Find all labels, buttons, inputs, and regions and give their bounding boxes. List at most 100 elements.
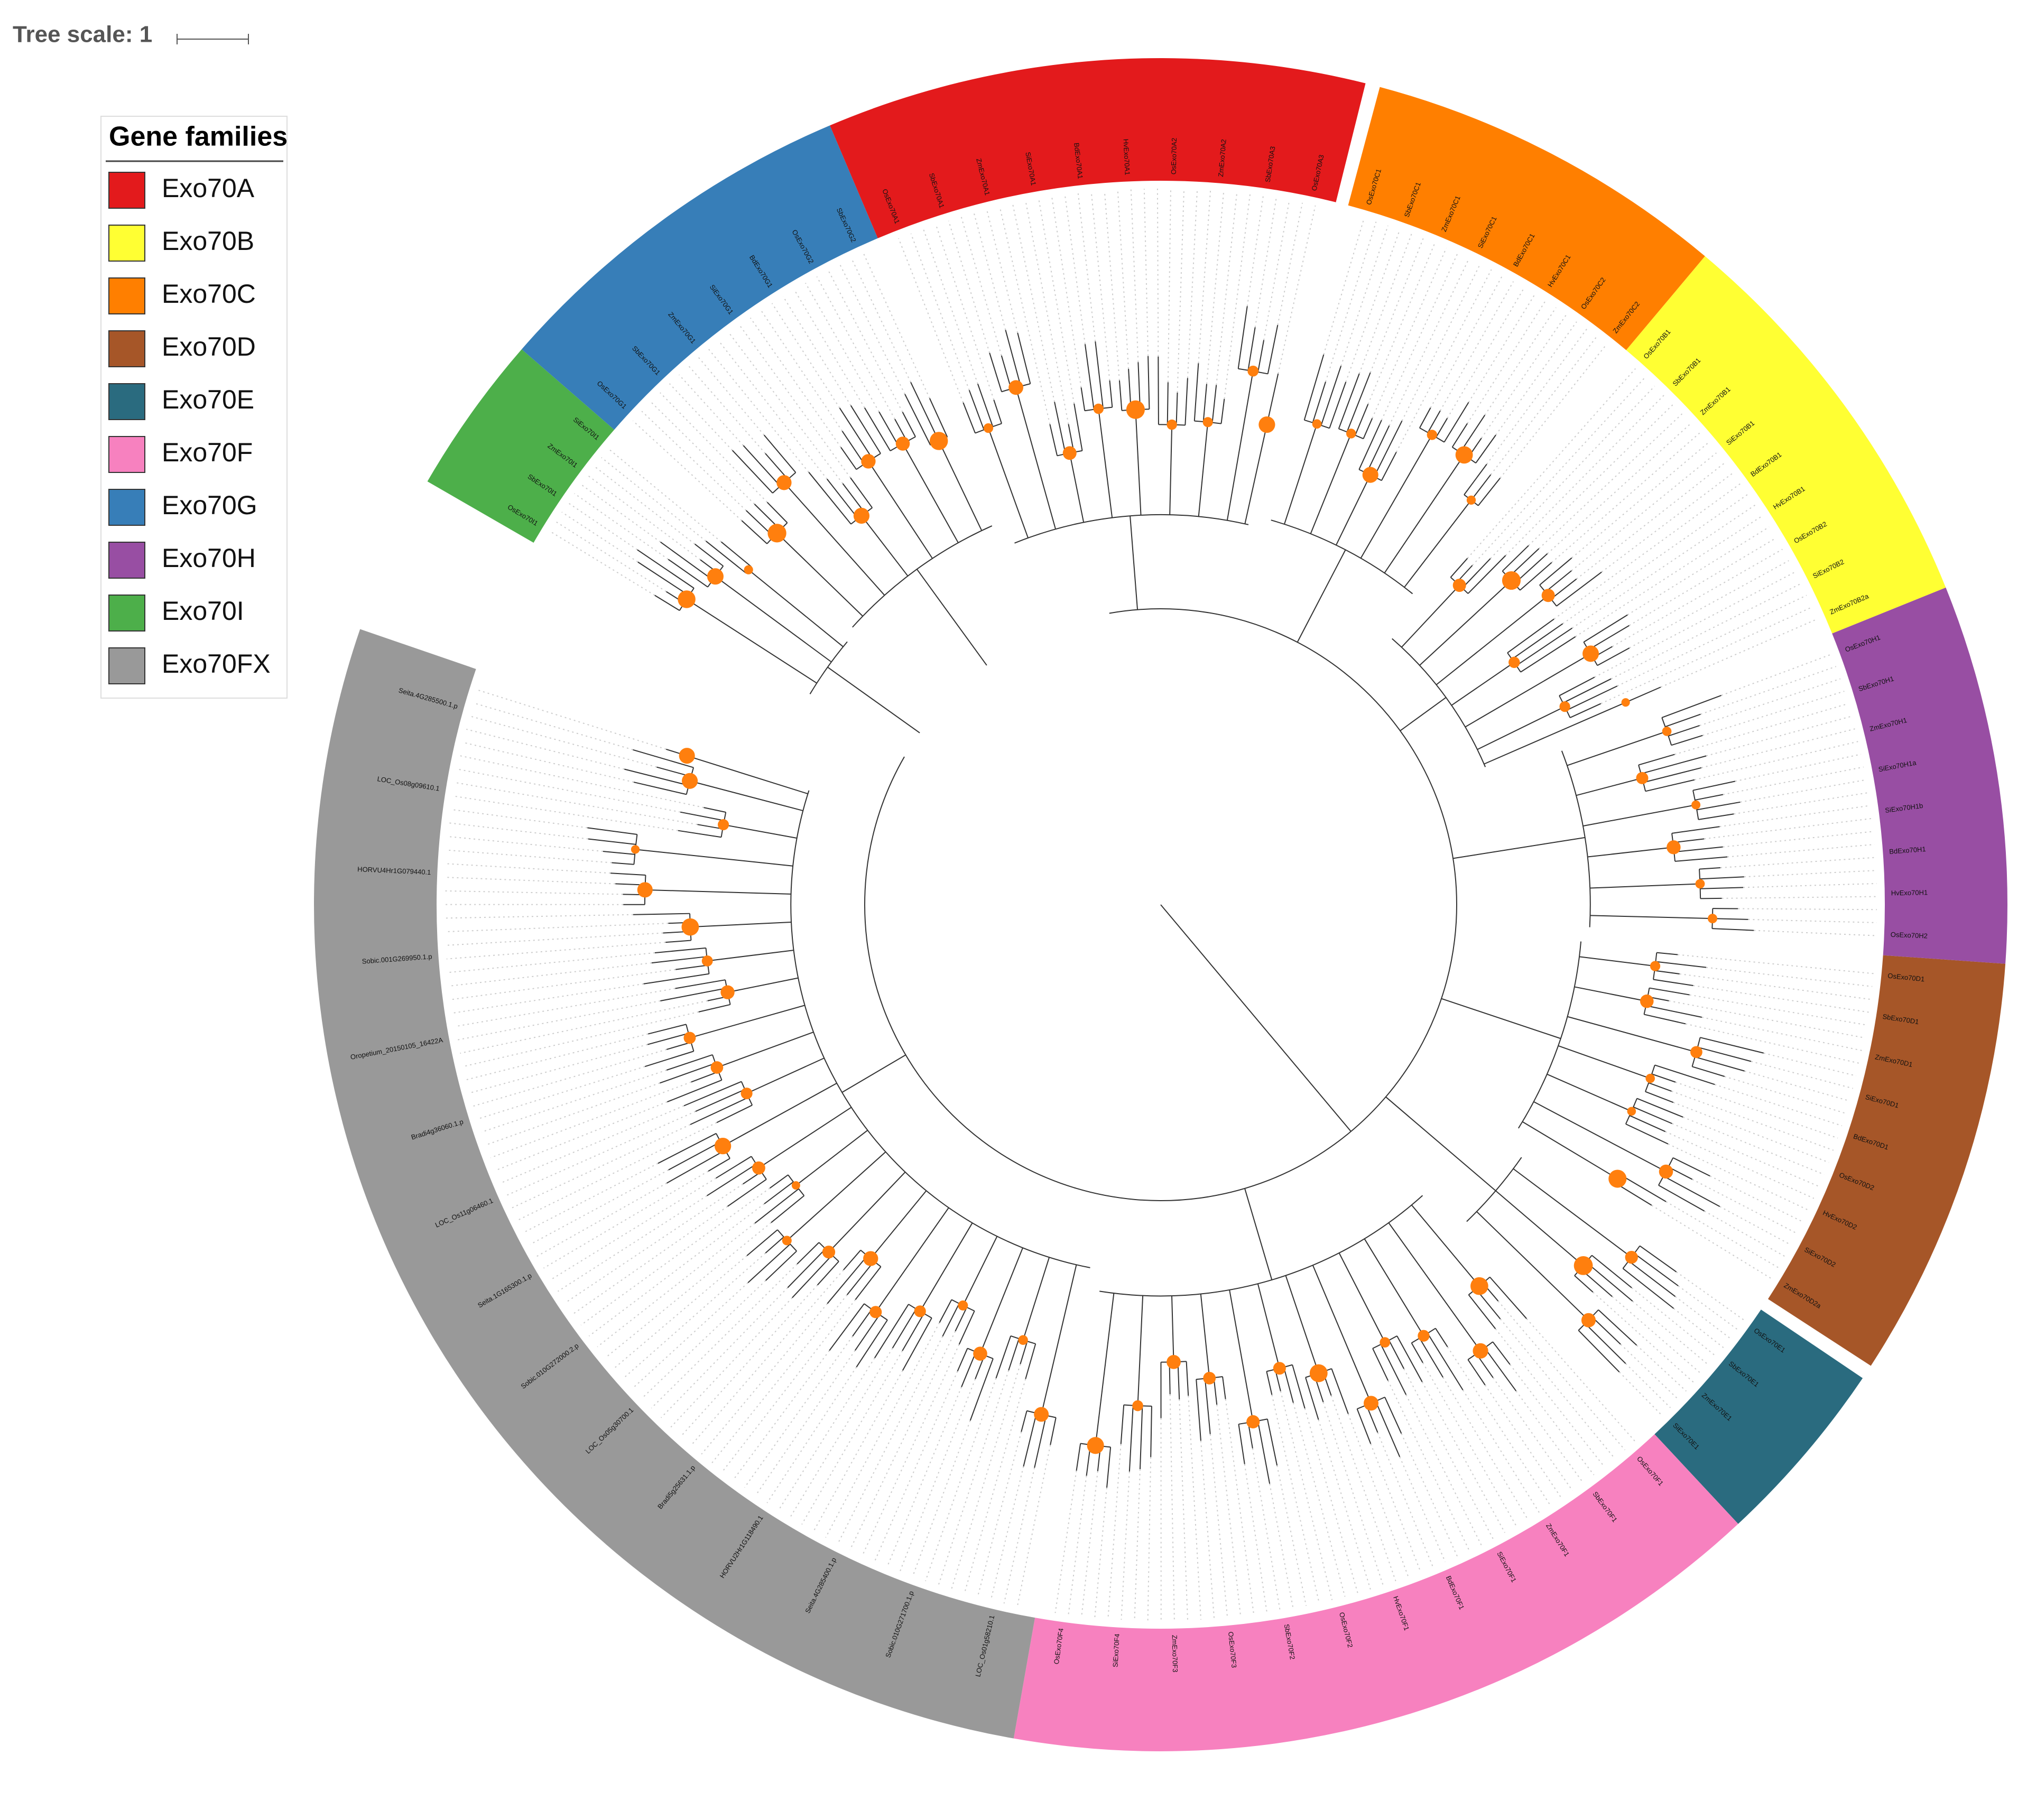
branch-dot [707, 568, 724, 584]
branch-dot [1203, 1372, 1216, 1385]
branch-dot [1645, 1074, 1655, 1083]
branch-dot [1650, 961, 1660, 971]
branch [1158, 357, 1159, 425]
legend-label: Exo70A [162, 173, 255, 203]
leaf-label: HvExo70H1 [1891, 888, 1928, 897]
leaf-label: OsExo70A2 [1170, 138, 1178, 175]
branch-dot [1273, 1362, 1286, 1375]
branch-dot [752, 1162, 765, 1175]
legend-swatch [109, 595, 145, 631]
branch-dot [1574, 1256, 1593, 1275]
branch-dot [776, 475, 791, 490]
branch-dot [720, 985, 734, 999]
branch-dot [1608, 1169, 1626, 1187]
branch-dot [869, 1306, 882, 1318]
branch-dot [1167, 420, 1177, 430]
branch-dot [1640, 995, 1654, 1008]
branch-dot [711, 1061, 724, 1074]
branch-dot [1087, 1437, 1104, 1454]
leaf-label: ZmExo70F3 [1171, 1635, 1179, 1673]
branch-dot [1470, 1277, 1488, 1295]
branch-dot [1708, 914, 1717, 923]
branch-dot [863, 1251, 878, 1266]
leaf-label: HvExo70A1 [1122, 138, 1131, 175]
legend: Gene families Exo70AExo70BExo70CExo70DEx… [101, 116, 288, 698]
branch-dot [958, 1301, 968, 1311]
branch-dot [1247, 366, 1258, 377]
legend-title: Gene families [109, 122, 288, 152]
branch-dot [1167, 1355, 1181, 1369]
legend-label: Exo70E [162, 385, 254, 414]
legend-swatch [109, 331, 145, 367]
branch-dot [681, 918, 699, 936]
branch-dot [1659, 1165, 1673, 1179]
branch-dot [1636, 772, 1648, 784]
legend-label: Exo70H [162, 543, 256, 573]
branch-dot [1380, 1337, 1390, 1348]
leaf-label: OsExo70H2 [1891, 931, 1928, 940]
branch-dot [1622, 698, 1630, 707]
legend-label: Exo70G [162, 490, 257, 520]
branch-dot [782, 1236, 792, 1245]
branch-dot [1132, 1400, 1143, 1412]
branch-dot [683, 1032, 696, 1044]
branch-dot [1364, 1396, 1378, 1410]
branch-dot [1126, 401, 1145, 419]
branch-dot [1203, 417, 1213, 427]
legend-swatch [109, 384, 145, 420]
branch-dot [861, 454, 875, 468]
branch-dot [682, 773, 698, 789]
branch-dot [631, 845, 640, 853]
branch-dot [637, 882, 653, 897]
branch-dot [744, 565, 753, 574]
branch-dot [1310, 1364, 1328, 1382]
branch-dot [1246, 1415, 1260, 1428]
legend-swatch [109, 437, 145, 472]
legend-swatch [109, 172, 145, 208]
branch-dot [1581, 1313, 1596, 1327]
branch-dot [718, 819, 729, 830]
branch-dot [1258, 416, 1275, 433]
branch-dot [1662, 727, 1672, 736]
branch-dot [984, 423, 993, 433]
branch-dot [1627, 1107, 1636, 1116]
legend-label: Exo70C [162, 279, 256, 309]
legend-label: Exo70FX [162, 649, 271, 679]
legend-swatch [109, 225, 145, 261]
branch-dot [1467, 496, 1476, 505]
branch-dot [1312, 419, 1322, 429]
branch-dot [1363, 467, 1378, 483]
legend-swatch [109, 489, 145, 525]
branch-dot [679, 748, 695, 764]
branch-dot [1453, 579, 1466, 592]
legend-swatch [109, 648, 145, 684]
branch-dot [1427, 430, 1437, 440]
legend-label: Exo70F [162, 438, 253, 467]
branch-dot [702, 955, 713, 967]
branch-dot [741, 1088, 753, 1099]
tree-scale-label: Tree scale: 1 [13, 22, 152, 48]
branch-dot [1063, 446, 1077, 460]
branch-dot [1690, 1046, 1702, 1058]
branch-dot [1034, 1407, 1049, 1422]
branch-dot [1456, 446, 1473, 463]
branch-dot [767, 524, 786, 542]
legend-label: Exo70I [162, 596, 244, 626]
branch-dot [1502, 571, 1521, 590]
branch-dot [973, 1347, 987, 1361]
legend-label: Exo70D [162, 332, 256, 361]
branch-dot [1018, 1335, 1028, 1345]
branch-dot [792, 1181, 800, 1190]
branch-dot [1093, 404, 1104, 414]
branch-dot [1508, 657, 1520, 668]
branch-dot [914, 1305, 926, 1317]
branch-dot [1696, 879, 1705, 889]
branch-dot [822, 1246, 835, 1258]
legend-swatch [109, 278, 145, 314]
branch-dot [1559, 701, 1570, 712]
branch-dot [1542, 589, 1555, 602]
legend-swatch [109, 542, 145, 578]
branch-dot [1473, 1343, 1488, 1359]
branch-dot [1691, 801, 1700, 810]
